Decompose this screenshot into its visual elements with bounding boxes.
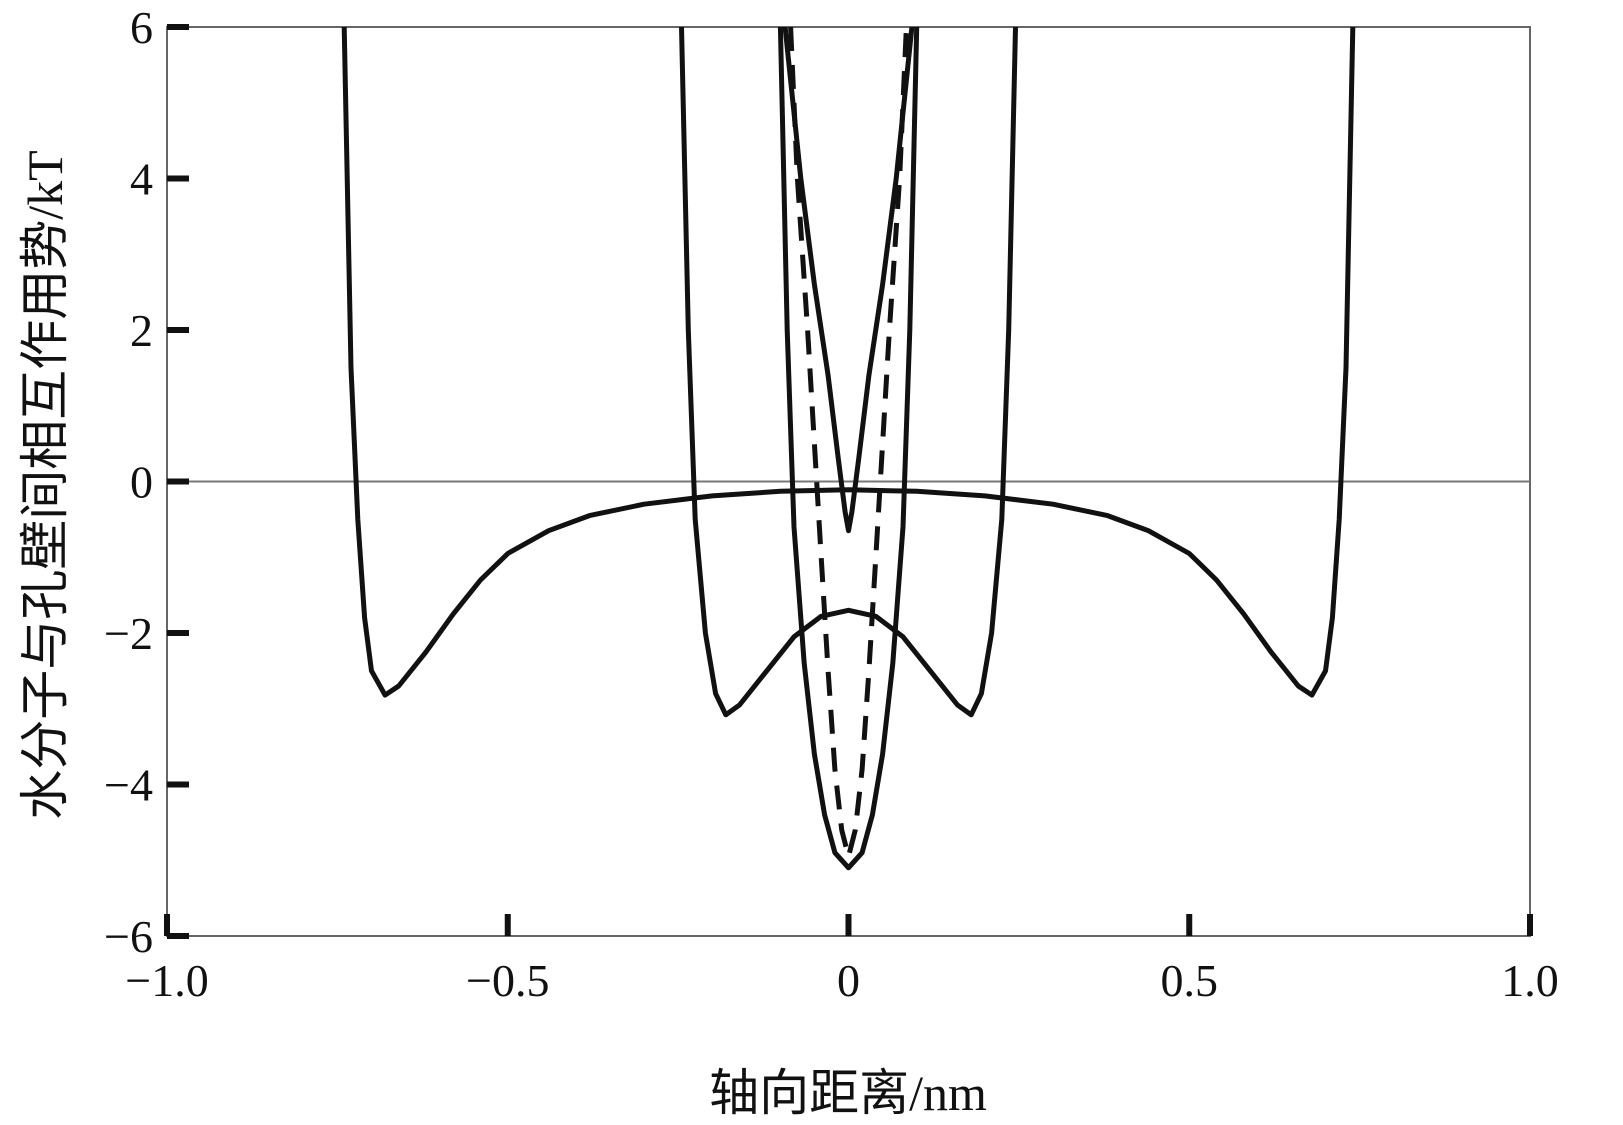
x-tick-label: −1.0 xyxy=(125,955,208,1006)
y-axis-ticks: −6 −4 −2 0 2 4 6 xyxy=(104,2,189,962)
y-tick-label: 4 xyxy=(130,154,153,205)
series-layer xyxy=(341,27,1356,871)
series-line-2 xyxy=(679,27,1018,718)
x-tick-label: 0.5 xyxy=(1161,955,1219,1006)
x-tick-label: 0 xyxy=(837,955,860,1006)
series-line-1 xyxy=(341,27,1356,698)
x-axis-ticks: −1.0 −0.5 0 0.5 1.0 xyxy=(125,914,1559,1006)
y-tick-label: −4 xyxy=(104,760,153,811)
series-line-3 xyxy=(777,27,920,871)
x-tick-label: 1.0 xyxy=(1501,955,1559,1006)
y-tick-label: −2 xyxy=(104,608,153,659)
y-tick-label: 2 xyxy=(130,305,153,356)
series-line-4 xyxy=(782,27,915,534)
y-tick-label: 0 xyxy=(130,457,153,508)
y-tick-label: 6 xyxy=(130,2,153,53)
y-axis-title: 水分子与孔壁间相互作用势/kT xyxy=(17,150,73,819)
y-tick-label: −6 xyxy=(104,911,153,962)
x-axis-title: 轴向距离/nm xyxy=(709,1065,987,1121)
series-line-5 xyxy=(788,27,909,859)
plot-area xyxy=(166,26,1531,937)
x-tick-label: −0.5 xyxy=(466,955,549,1006)
